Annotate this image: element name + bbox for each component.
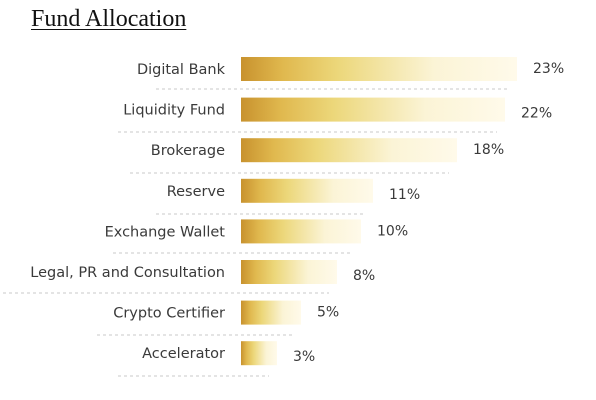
category-label-reserve: Reserve (167, 184, 225, 200)
bar-brokerage (241, 138, 457, 163)
value-label-liquidity-fund: 22% (521, 106, 552, 122)
value-label-legal-pr-and-consultation: 8% (353, 268, 375, 284)
bar-digital-bank (241, 57, 517, 81)
bar-exchange-wallet (241, 219, 361, 244)
value-label-brokerage: 18% (473, 142, 504, 158)
category-label-brokerage: Brokerage (151, 143, 225, 159)
value-label-crypto-certifier: 5% (317, 305, 339, 321)
category-label-accelerator: Accelerator (142, 346, 225, 362)
category-label-legal-pr-and-consultation: Legal, PR and Consultation (30, 265, 225, 281)
chart-title: Fund Allocation (31, 6, 187, 32)
bar-legal-pr-and-consultation (241, 260, 337, 284)
category-label-liquidity-fund: Liquidity Fund (123, 103, 225, 119)
value-label-reserve: 11% (389, 187, 420, 203)
value-label-digital-bank: 23% (533, 61, 564, 77)
category-label-digital-bank: Digital Bank (137, 62, 226, 78)
value-label-exchange-wallet: 10% (377, 223, 408, 239)
category-label-crypto-certifier: Crypto Certifier (113, 306, 225, 322)
bar-accelerator (241, 341, 277, 366)
bar-crypto-certifier (241, 300, 301, 325)
value-label-accelerator: 3% (293, 349, 315, 365)
category-label-exchange-wallet: Exchange Wallet (105, 224, 226, 240)
bar-liquidity-fund (241, 97, 505, 122)
bar-reserve (241, 178, 373, 203)
